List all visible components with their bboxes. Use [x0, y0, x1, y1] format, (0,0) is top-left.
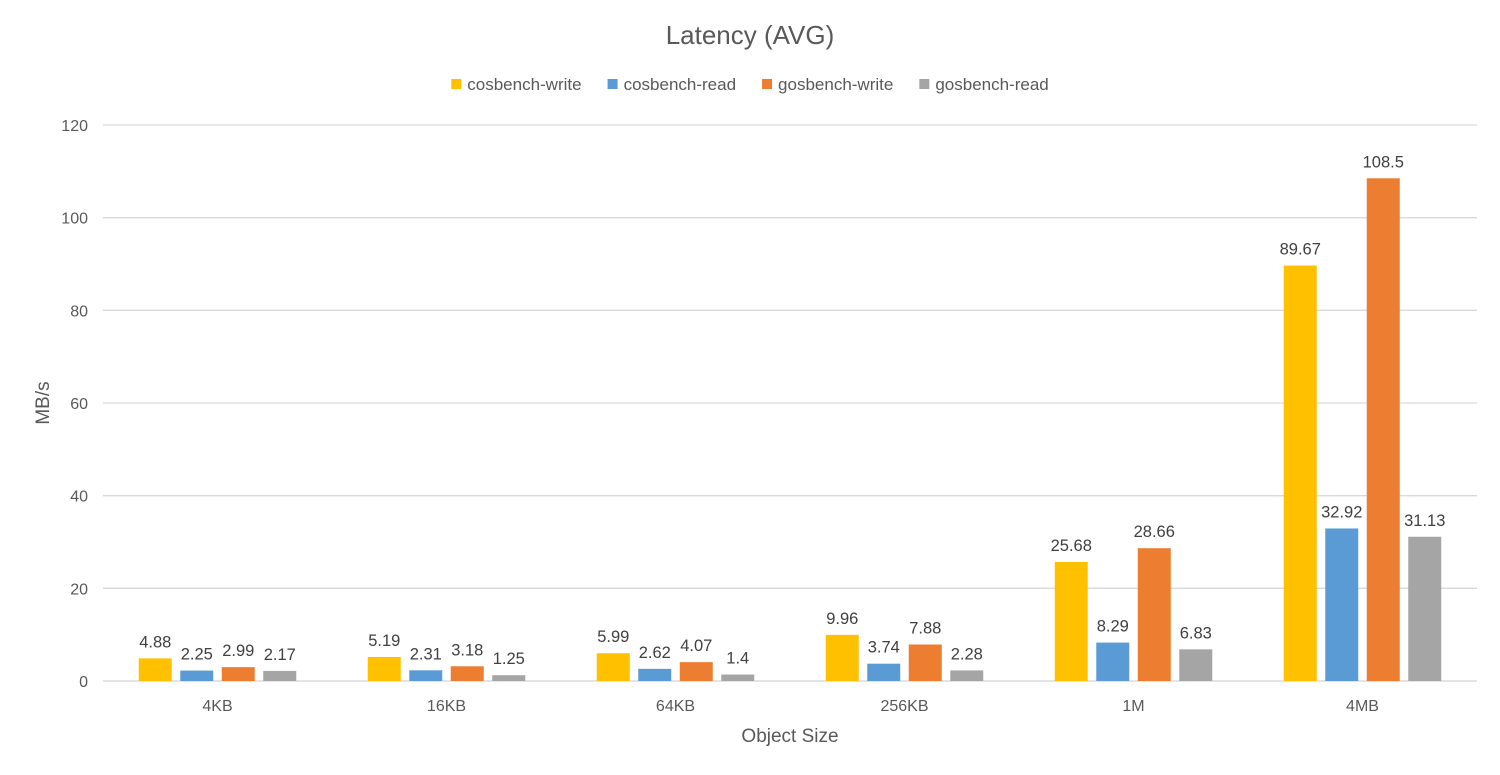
legend-item-gosbench-read: gosbench-read: [919, 75, 1049, 94]
data-label-gosbench-write-256KB: 7.88: [909, 619, 941, 637]
bar-cosbench-write-64KB: [596, 653, 630, 681]
bar-gosbench-read-64KB: [721, 674, 755, 681]
bar-cosbench-write-16KB: [367, 656, 401, 681]
data-label-gosbench-read-64KB: 1.4: [726, 650, 749, 668]
legend-label: gosbench-write: [778, 75, 893, 94]
bar-gosbench-write-256KB: [908, 644, 942, 681]
bar-gosbench-read-4KB: [263, 670, 297, 681]
y-tick-label: 0: [79, 674, 88, 691]
data-label-cosbench-write-16KB: 5.19: [368, 632, 400, 650]
chart-title: Latency (AVG): [666, 20, 835, 50]
bar-gosbench-read-16KB: [492, 675, 526, 681]
data-label-gosbench-read-4KB: 2.17: [264, 646, 296, 664]
legend-item-cosbench-write: cosbench-write: [451, 75, 582, 94]
bar-gosbench-write-4KB: [221, 667, 255, 681]
bar-cosbench-write-4MB: [1283, 265, 1317, 681]
bar-gosbench-write-64KB: [679, 662, 713, 681]
bar-gosbench-write-4MB: [1366, 178, 1400, 682]
bar-cosbench-write-1M: [1054, 562, 1088, 681]
data-label-cosbench-write-256KB: 9.96: [826, 610, 858, 628]
data-label-cosbench-read-16KB: 2.31: [410, 645, 442, 663]
x-axis-title: Object Size: [741, 726, 838, 747]
bar-gosbench-read-1M: [1179, 649, 1213, 681]
data-label-cosbench-read-1M: 8.29: [1097, 618, 1129, 636]
data-label-gosbench-write-4KB: 2.99: [222, 642, 254, 660]
x-tick-label: 1M: [1122, 698, 1144, 715]
data-labels: 4.88 2.25 2.99 2.17 5.19 2.31 3.18 1.25 5.99 2.62…: [139, 153, 1445, 668]
bars: [138, 178, 1442, 682]
x-tick-label: 4KB: [202, 698, 232, 715]
data-label-cosbench-read-4MB: 32.92: [1321, 503, 1362, 521]
y-axis-title: MB/s: [33, 381, 54, 424]
legend-swatch: [919, 79, 930, 89]
y-axis-ticks: 0 20 40 60 80 100 120: [61, 118, 88, 691]
bar-cosbench-read-64KB: [638, 668, 672, 681]
gridlines: [103, 124, 1477, 682]
legend-swatch: [607, 79, 618, 89]
legend-item-gosbench-write: gosbench-write: [762, 75, 893, 94]
y-tick-label: 20: [70, 581, 88, 598]
data-label-cosbench-write-4KB: 4.88: [139, 633, 171, 651]
x-axis-ticks: 4KB 16KB 64KB 256KB 1M 4MB: [202, 698, 1379, 715]
legend-label: gosbench-read: [935, 75, 1048, 94]
data-label-cosbench-read-64KB: 2.62: [639, 644, 671, 662]
bar-cosbench-write-4KB: [138, 658, 172, 681]
y-tick-label: 40: [70, 489, 88, 506]
bar-gosbench-read-256KB: [950, 670, 984, 681]
y-tick-label: 120: [61, 118, 88, 135]
data-label-gosbench-read-4MB: 31.13: [1404, 512, 1445, 530]
y-tick-label: 80: [70, 303, 88, 320]
bar-gosbench-read-4MB: [1408, 536, 1442, 681]
bar-cosbench-read-256KB: [867, 663, 901, 681]
legend: cosbench-write cosbench-read gosbench-writ…: [451, 75, 1049, 94]
data-label-gosbench-write-64KB: 4.07: [680, 637, 712, 655]
x-tick-label: 64KB: [656, 698, 695, 715]
legend-item-cosbench-read: cosbench-read: [607, 75, 736, 94]
data-label-gosbench-write-1M: 28.66: [1134, 523, 1175, 541]
y-tick-label: 60: [70, 396, 88, 413]
bar-cosbench-read-4KB: [180, 670, 214, 681]
data-label-cosbench-write-64KB: 5.99: [597, 628, 629, 646]
data-label-gosbench-write-4MB: 108.5: [1363, 153, 1404, 171]
bar-cosbench-write-256KB: [825, 634, 859, 681]
bar-gosbench-write-16KB: [450, 666, 484, 681]
bar-gosbench-write-1M: [1137, 548, 1171, 681]
data-label-gosbench-write-16KB: 3.18: [451, 641, 483, 659]
x-tick-label: 16KB: [427, 698, 466, 715]
legend-label: cosbench-read: [624, 75, 736, 94]
x-tick-label: 256KB: [880, 698, 928, 715]
legend-label: cosbench-write: [467, 75, 581, 94]
legend-swatch: [451, 79, 462, 89]
data-label-gosbench-read-256KB: 2.28: [951, 645, 983, 663]
data-label-cosbench-read-4KB: 2.25: [181, 646, 213, 664]
data-label-cosbench-write-4MB: 89.67: [1280, 241, 1321, 259]
y-tick-label: 100: [61, 211, 88, 228]
data-label-cosbench-read-256KB: 3.74: [868, 639, 900, 657]
bar-cosbench-read-1M: [1096, 642, 1130, 681]
x-tick-label: 4MB: [1346, 698, 1379, 715]
bar-cosbench-read-16KB: [409, 670, 443, 681]
data-label-gosbench-read-1M: 6.83: [1180, 624, 1212, 642]
bar-cosbench-read-4MB: [1325, 528, 1359, 681]
data-label-cosbench-write-1M: 25.68: [1051, 537, 1092, 555]
data-label-gosbench-read-16KB: 1.25: [493, 650, 525, 668]
legend-swatch: [762, 79, 773, 89]
